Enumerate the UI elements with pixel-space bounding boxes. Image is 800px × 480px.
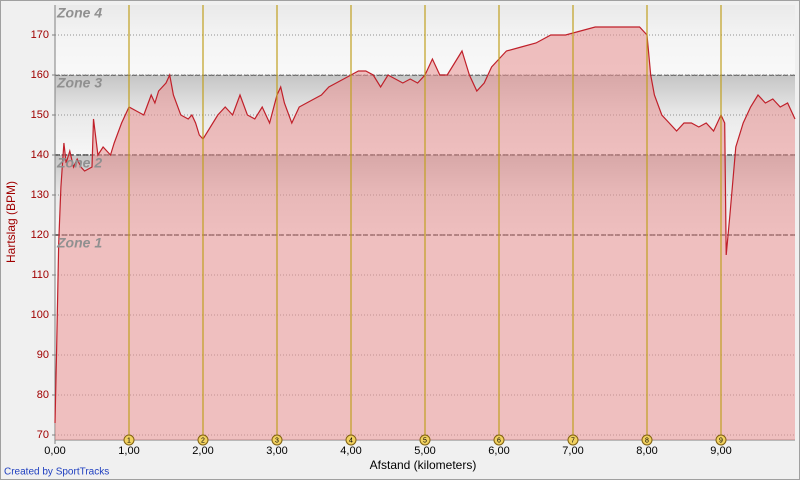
x-tick-label: 9,00 — [710, 445, 731, 457]
zone-label: Zone 3 — [56, 75, 102, 91]
x-tick-label: 0,00 — [44, 445, 65, 457]
x-tick-label: 6,00 — [488, 445, 509, 457]
y-tick-label: 130 — [31, 189, 49, 201]
y-tick-label: 120 — [31, 229, 49, 241]
x-tick-label: 4,00 — [340, 445, 361, 457]
marker-label: 4 — [349, 437, 353, 444]
marker-badge — [641, 434, 653, 446]
marker-badge — [197, 434, 209, 446]
x-tick-label: 3,00 — [266, 445, 287, 457]
marker-label: 5 — [423, 437, 427, 444]
marker-badge — [419, 434, 431, 446]
marker-label: 9 — [719, 437, 723, 444]
hr-line — [54, 26, 796, 424]
marker-label: 1 — [127, 437, 131, 444]
y-tick-label: 70 — [37, 429, 49, 441]
marker-badge — [345, 434, 357, 446]
marker-label: 6 — [497, 437, 501, 444]
marker-badge — [271, 434, 283, 446]
marker-label: 8 — [645, 437, 649, 444]
x-tick-label: 5,00 — [414, 445, 435, 457]
x-tick-label: 8,00 — [636, 445, 657, 457]
y-tick-label: 150 — [31, 109, 49, 121]
y-tick-label: 80 — [37, 389, 49, 401]
zone-label: Zone 1 — [56, 235, 102, 251]
marker-badge — [123, 434, 135, 446]
marker-badge — [715, 434, 727, 446]
y-tick-label: 110 — [31, 269, 49, 281]
y-tick-label: 140 — [31, 149, 49, 161]
marker-label: 2 — [201, 437, 205, 444]
x-tick-label: 2,00 — [192, 445, 213, 457]
y-tick-label: 100 — [31, 309, 49, 321]
y-tick-label: 160 — [31, 69, 49, 81]
marker-label: 7 — [571, 437, 575, 444]
marker-badge — [567, 434, 579, 446]
y-tick-label: 170 — [31, 29, 49, 41]
zone-label: Zone 2 — [56, 155, 102, 171]
y-axis-label: Hartslag (BPM) — [4, 181, 18, 263]
marker-label: 3 — [275, 437, 279, 444]
marker-badge — [493, 434, 505, 446]
zone-label: Zone 4 — [56, 5, 102, 21]
y-tick-label: 90 — [37, 349, 49, 361]
x-axis-label: Afstand (kilometers) — [370, 458, 477, 472]
x-tick-label: 1,00 — [118, 445, 139, 457]
footer: Created by SportTracks — [4, 467, 109, 478]
x-tick-label: 7,00 — [562, 445, 583, 457]
